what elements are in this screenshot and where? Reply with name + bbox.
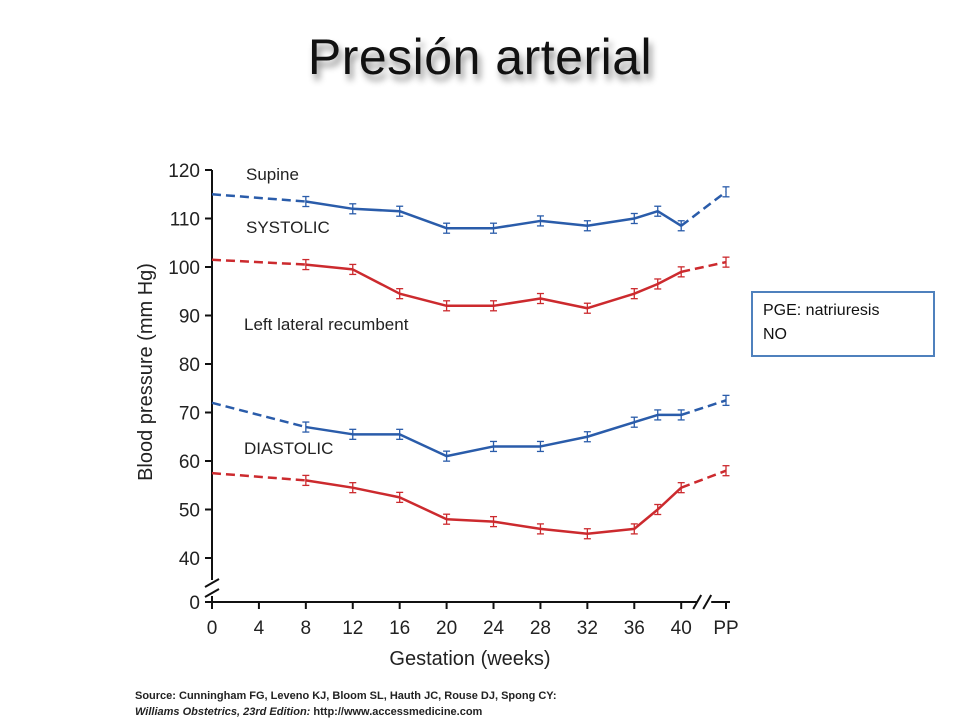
chart-series	[211, 186, 730, 540]
series-line	[305, 413, 682, 458]
series-line	[305, 200, 682, 230]
series-dashed-start	[211, 193, 306, 203]
y-tick-label: 70	[179, 404, 200, 425]
x-tick-label: 32	[577, 618, 598, 639]
note-box: PGE: natriuresis NO	[751, 291, 935, 357]
y-tick-label: 110	[170, 210, 200, 231]
y-tick-label: 120	[168, 161, 200, 182]
series-systolic-left-lateral	[211, 256, 730, 314]
series-diastolic-supine	[211, 394, 730, 462]
annotation-systolic: SYSTOLIC	[246, 218, 330, 237]
x-tick-label: 12	[342, 618, 363, 639]
series-dashed-start	[211, 401, 307, 429]
x-tick-label: 0	[207, 618, 218, 639]
x-tick-label: 40	[671, 618, 692, 639]
series-dashed-start	[211, 258, 306, 266]
y-tick-label: 100	[168, 258, 200, 279]
y-axis-label: Blood pressure (mm Hg)	[135, 263, 157, 481]
series-line	[305, 263, 682, 310]
source-book: Williams Obstetrics, 23rd Edition:	[135, 706, 311, 718]
x-tick-label: 36	[624, 618, 645, 639]
note-line-1: PGE: natriuresis	[763, 302, 880, 319]
y-axis-break-mark	[204, 578, 220, 588]
y-tick-label: 80	[179, 355, 200, 376]
x-tick-label: PP	[713, 618, 738, 639]
x-tick-label: 16	[389, 618, 410, 639]
annotation-diastolic: DIASTOLIC	[244, 439, 333, 458]
y-tick-label: 50	[179, 501, 200, 522]
series-dashed-pp	[680, 190, 727, 227]
series-dashed-pp	[680, 469, 727, 489]
note-line-2: NO	[763, 326, 787, 343]
source-url: http://www.accessmedicine.com	[313, 706, 483, 718]
x-axis-label: Gestation (weeks)	[389, 648, 550, 670]
annotation-left-lateral: Left lateral recumbent	[244, 315, 409, 334]
series-systolic-supine	[211, 186, 730, 234]
x-axis-break-mark	[692, 594, 703, 610]
source-citation: Source: Cunningham FG, Leveno KJ, Bloom …	[135, 688, 557, 720]
source-line-1: Source: Cunningham FG, Leveno KJ, Bloom …	[135, 690, 557, 702]
x-axis-break-mark	[702, 594, 713, 610]
y-axis-break-mark	[204, 588, 220, 598]
slide-title: Presión arterial	[307, 29, 653, 85]
series-dashed-pp	[680, 260, 727, 274]
x-tick-label: 4	[254, 618, 265, 639]
source-line-2: Williams Obstetrics, 23rd Edition: http:…	[135, 704, 557, 720]
series-diastolic-left-lateral	[211, 465, 730, 540]
chart-labels: Supine SYSTOLIC Left lateral recumbent D…	[135, 165, 551, 670]
series-line	[305, 479, 683, 535]
chart-ticks: 0 40 50 60 70 80 90 100 110 120 0 4 8 12 16 20 24 28 32 36 4…	[168, 161, 738, 639]
x-tick-label: 8	[301, 618, 312, 639]
x-tick-label: 28	[530, 618, 551, 639]
series-dashed-start	[211, 471, 306, 482]
x-tick-label: 20	[436, 618, 457, 639]
x-tick-label: 24	[483, 618, 505, 639]
y-tick-label: 0	[189, 593, 200, 614]
chart-axes	[204, 170, 730, 610]
annotation-supine: Supine	[246, 165, 299, 184]
y-tick-label: 40	[179, 549, 200, 570]
y-tick-label: 90	[179, 307, 200, 328]
y-tick-label: 60	[179, 452, 200, 473]
series-dashed-pp	[680, 399, 727, 417]
